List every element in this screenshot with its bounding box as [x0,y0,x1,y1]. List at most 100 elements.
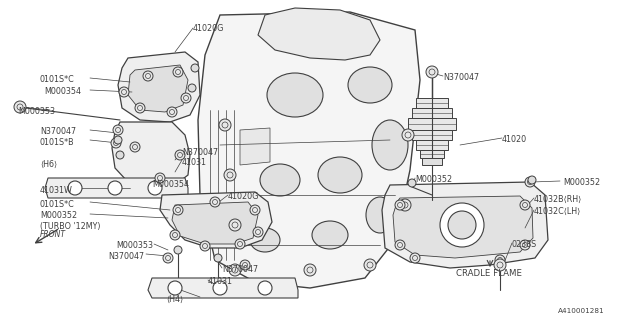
Polygon shape [112,122,190,188]
Circle shape [163,253,173,263]
Circle shape [253,227,263,237]
Circle shape [229,219,241,231]
Circle shape [520,200,530,210]
Text: 0101S*C: 0101S*C [40,200,75,209]
Circle shape [408,179,416,187]
Text: M000354: M000354 [44,87,81,96]
Circle shape [191,64,199,72]
Circle shape [108,181,122,195]
Circle shape [168,281,182,295]
Circle shape [119,87,129,97]
Text: M000353: M000353 [18,107,55,116]
Circle shape [175,150,185,160]
Text: N370047: N370047 [222,265,258,274]
Text: N370047: N370047 [108,252,144,261]
Circle shape [224,169,236,181]
Ellipse shape [348,67,392,103]
Circle shape [235,239,245,249]
Text: 0101S*B: 0101S*B [40,138,75,147]
Ellipse shape [250,228,280,252]
Circle shape [181,93,191,103]
Circle shape [135,103,145,113]
Text: N370047: N370047 [182,148,218,157]
Text: 0101S*C: 0101S*C [40,75,75,84]
Text: M000352: M000352 [563,178,600,187]
Text: 41020: 41020 [502,135,527,144]
Text: N370047: N370047 [443,73,479,82]
Circle shape [399,199,411,211]
Circle shape [14,101,26,113]
Circle shape [402,129,414,141]
Circle shape [448,211,476,239]
Circle shape [116,151,124,159]
Text: M000353: M000353 [116,241,153,250]
Circle shape [173,205,183,215]
Circle shape [213,281,227,295]
Ellipse shape [366,197,394,233]
Ellipse shape [318,157,362,193]
Circle shape [68,181,82,195]
Polygon shape [45,178,188,198]
Circle shape [495,255,505,265]
Polygon shape [240,128,270,165]
Text: 41031: 41031 [182,158,207,167]
Text: 41032C⟨LH⟩: 41032C⟨LH⟩ [534,207,581,216]
Circle shape [173,67,183,77]
Circle shape [440,203,484,247]
Text: (TURBO '12MY): (TURBO '12MY) [40,222,100,231]
Polygon shape [408,118,456,130]
Circle shape [250,205,260,215]
Polygon shape [198,12,420,288]
Text: ⟨H6⟩: ⟨H6⟩ [40,160,57,169]
Text: N370047: N370047 [40,127,76,136]
Circle shape [229,264,241,276]
Polygon shape [416,98,448,108]
Circle shape [258,281,272,295]
Circle shape [219,119,231,131]
Circle shape [520,240,530,250]
Circle shape [210,197,220,207]
Text: CRADLE FLAME: CRADLE FLAME [456,269,522,278]
Circle shape [143,71,153,81]
Circle shape [130,142,140,152]
Polygon shape [393,196,533,258]
Text: M000352: M000352 [40,211,77,220]
Polygon shape [160,192,272,248]
Polygon shape [420,150,444,158]
Circle shape [174,246,182,254]
Text: 0238S: 0238S [512,240,537,249]
Circle shape [113,125,123,135]
Circle shape [114,136,122,144]
Circle shape [167,107,177,117]
Text: M000352: M000352 [415,175,452,184]
Circle shape [200,241,210,251]
Circle shape [410,253,420,263]
Circle shape [148,181,162,195]
Text: ⟨H4⟩: ⟨H4⟩ [166,295,183,304]
Circle shape [155,173,165,183]
Ellipse shape [260,164,300,196]
Circle shape [528,176,536,184]
Circle shape [240,260,250,270]
Text: 41031W: 41031W [40,186,73,195]
Text: 41020G: 41020G [193,24,225,33]
Polygon shape [258,8,380,60]
Circle shape [214,254,222,262]
Circle shape [395,240,405,250]
Polygon shape [412,108,452,118]
Polygon shape [172,202,258,244]
Polygon shape [416,140,448,150]
Ellipse shape [312,221,348,249]
Text: FRONT: FRONT [40,230,66,239]
Circle shape [188,84,196,92]
Text: 41032B⟨RH⟩: 41032B⟨RH⟩ [534,195,582,204]
Circle shape [111,138,121,148]
Polygon shape [422,158,442,165]
Text: A410001281: A410001281 [558,308,605,314]
Polygon shape [382,182,548,268]
Polygon shape [128,65,188,112]
Polygon shape [412,130,452,140]
Circle shape [304,264,316,276]
Circle shape [494,259,506,271]
Text: 41020G: 41020G [228,192,259,201]
